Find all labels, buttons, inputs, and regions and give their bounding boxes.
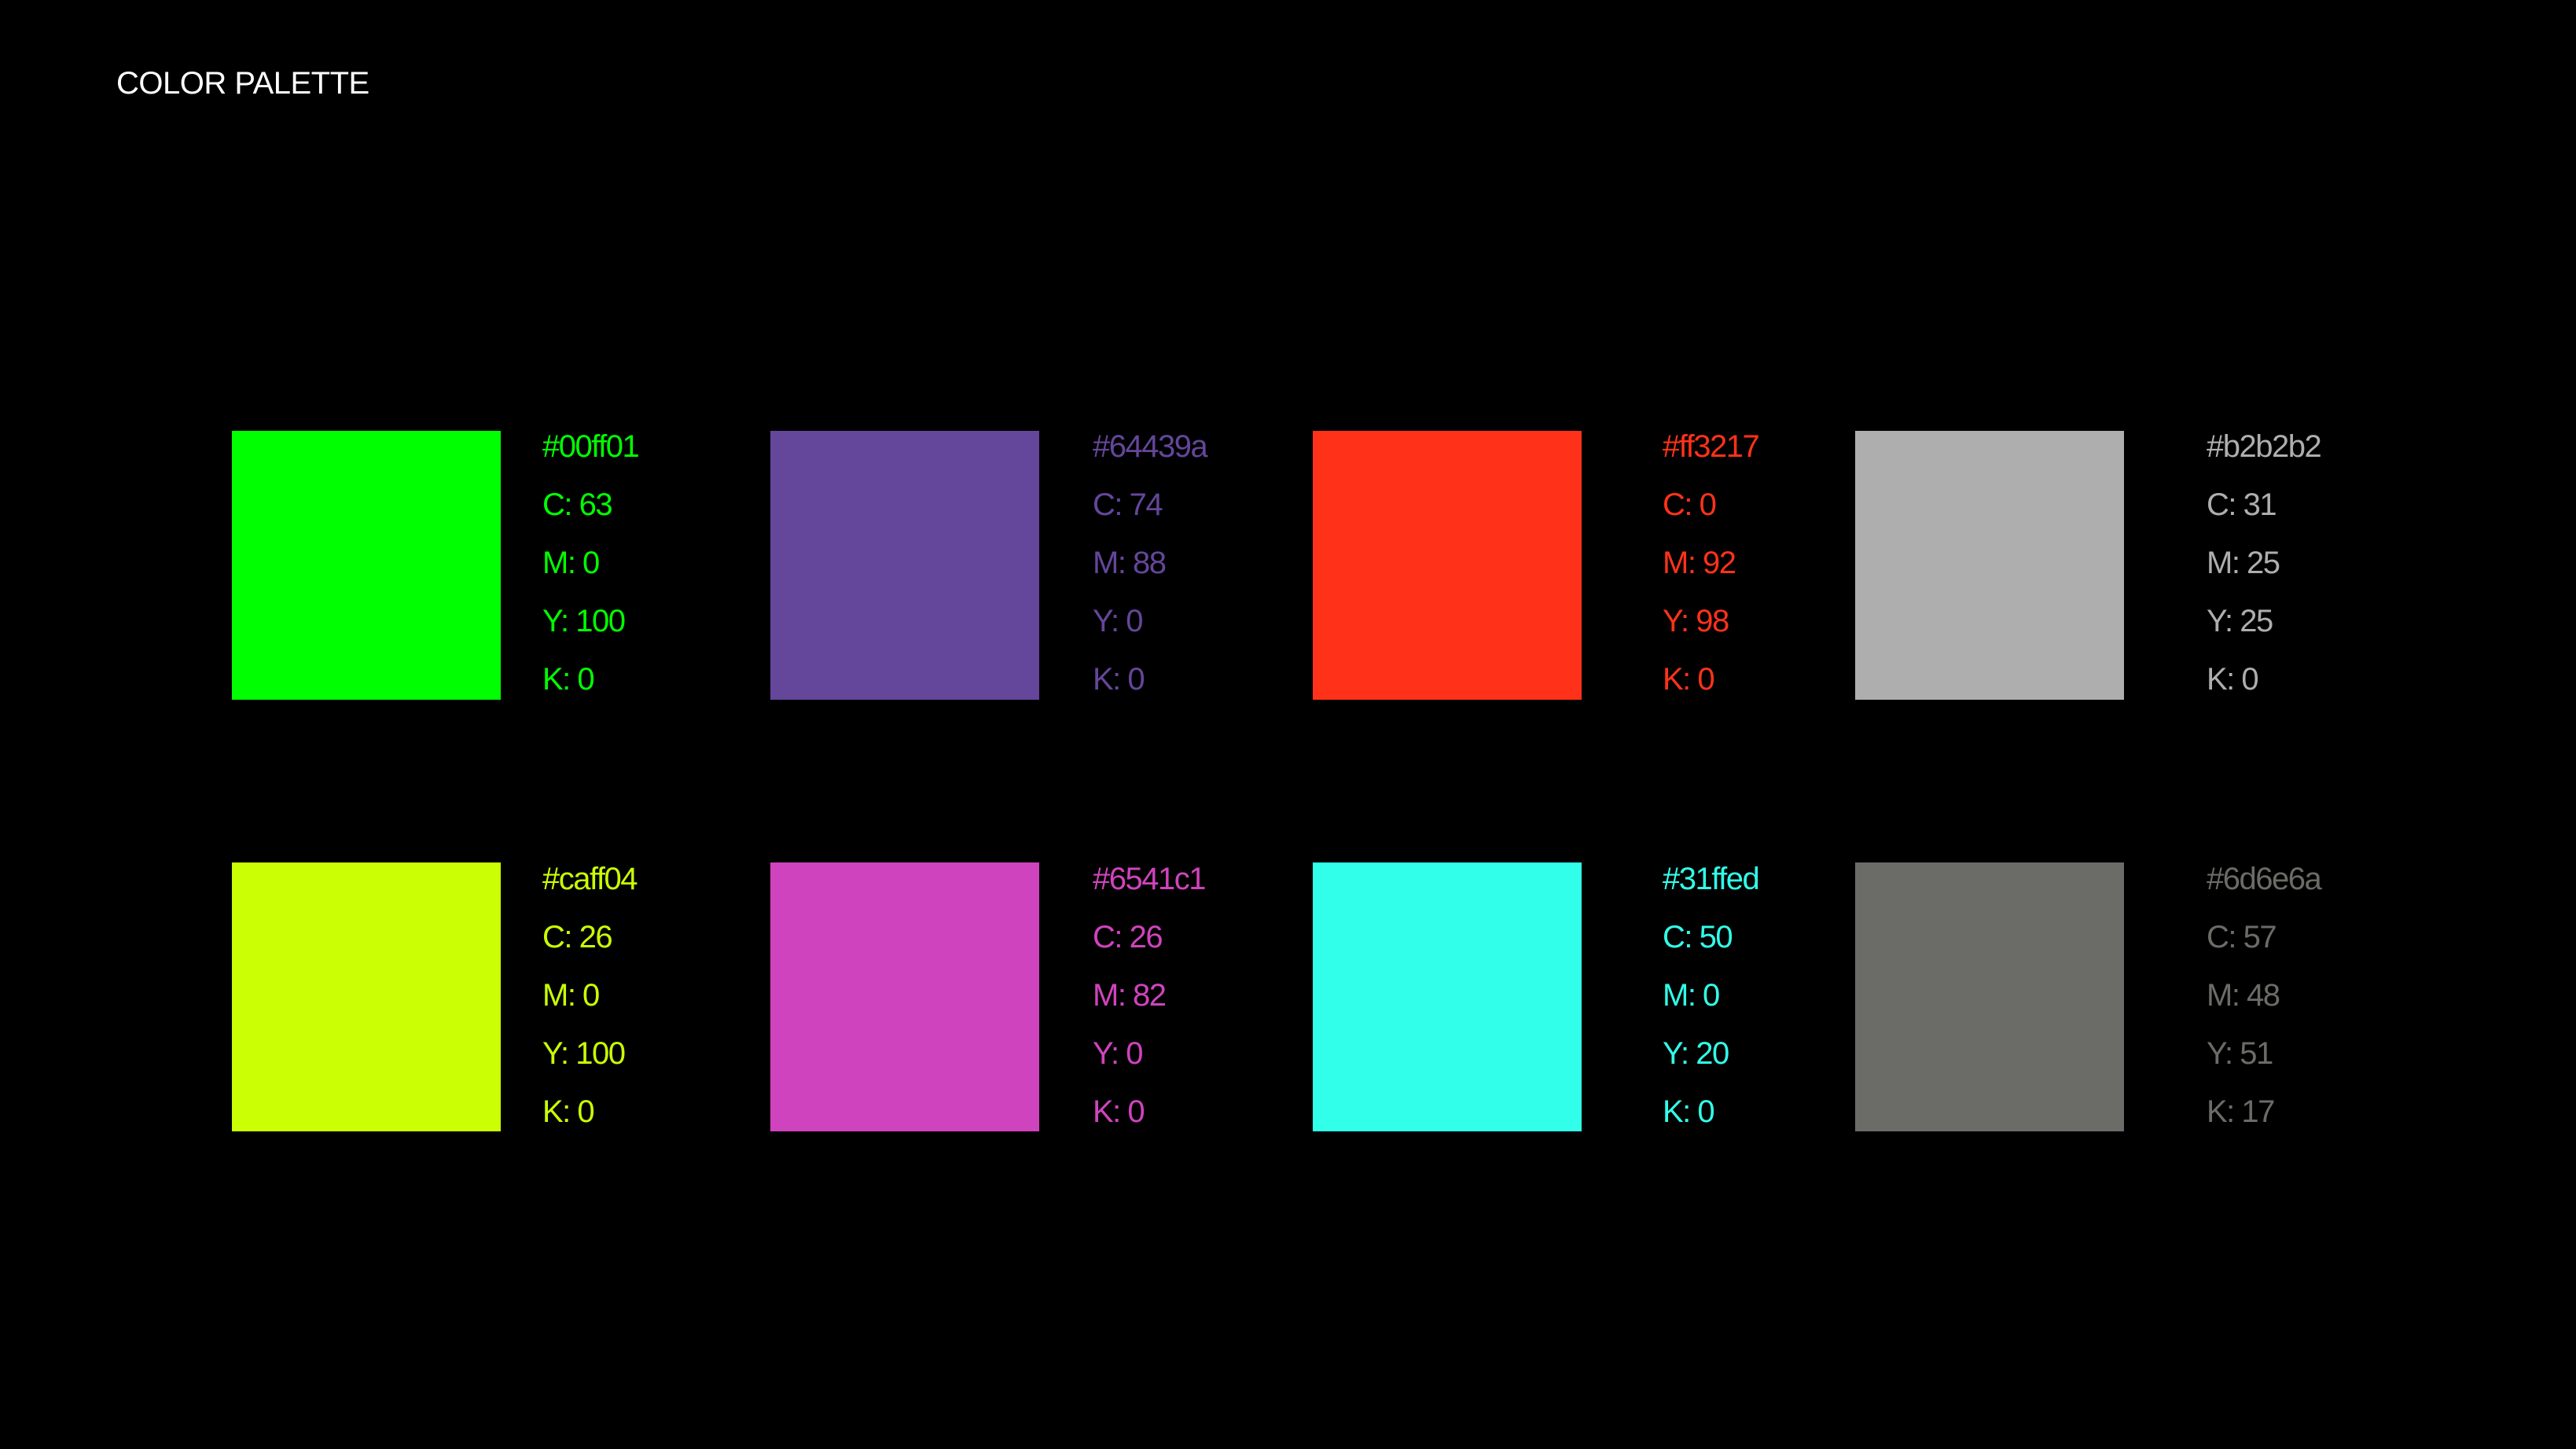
hex-code: #ff3217 (1663, 429, 1760, 464)
color-info: #caff04 C: 26 M: 0 Y: 100 K: 0 (542, 862, 638, 1154)
hex-code: #64439a (1093, 429, 1208, 464)
cmyk-value: K: 0 (2207, 662, 2259, 697)
cmyk-value: K: 0 (542, 662, 595, 697)
cmyk-value: C: 31 (2207, 487, 2277, 522)
cmyk-value: C: 74 (1093, 487, 1163, 522)
cmyk-value: C: 50 (1663, 920, 1733, 954)
color-swatch (232, 862, 501, 1131)
cmyk-value: K: 0 (1663, 662, 1715, 697)
hex-code: #6d6e6a (2207, 862, 2322, 896)
cmyk-value: Y: 100 (542, 604, 626, 638)
cmyk-value: K: 17 (2207, 1094, 2275, 1129)
color-info: #31ffed C: 50 M: 0 Y: 20 K: 0 (1663, 862, 1760, 1154)
color-swatch (770, 862, 1039, 1131)
cmyk-value: C: 0 (1663, 487, 1717, 522)
cmyk-value: Y: 51 (2207, 1036, 2273, 1071)
color-swatch (1313, 862, 1582, 1131)
cmyk-value: M: 0 (1663, 978, 1720, 1013)
hex-code: #31ffed (1663, 862, 1760, 896)
color-info: #00ff01 C: 63 M: 0 Y: 100 K: 0 (542, 429, 640, 722)
color-swatch (232, 431, 501, 700)
color-swatch (1855, 431, 2124, 700)
color-info: #b2b2b2 C: 31 M: 25 Y: 25 K: 0 (2207, 429, 2322, 722)
color-info: #6d6e6a C: 57 M: 48 Y: 51 K: 17 (2207, 862, 2322, 1154)
hex-code: #00ff01 (542, 429, 640, 464)
cmyk-value: C: 63 (542, 487, 613, 522)
color-swatch (770, 431, 1039, 700)
cmyk-value: M: 92 (1663, 546, 1736, 580)
cmyk-value: M: 88 (1093, 546, 1167, 580)
cmyk-value: K: 0 (1093, 662, 1145, 697)
cmyk-value: M: 25 (2207, 546, 2280, 580)
hex-code: #b2b2b2 (2207, 429, 2322, 464)
cmyk-value: C: 26 (1093, 920, 1163, 954)
cmyk-value: Y: 98 (1663, 604, 1729, 638)
cmyk-value: M: 82 (1093, 978, 1167, 1013)
cmyk-value: M: 48 (2207, 978, 2280, 1013)
cmyk-value: C: 26 (542, 920, 613, 954)
cmyk-value: M: 0 (542, 546, 600, 580)
color-swatch (1313, 431, 1582, 700)
cmyk-value: K: 0 (1663, 1094, 1715, 1129)
page-title: COLOR PALETTE (116, 66, 369, 101)
color-swatch (1855, 862, 2124, 1131)
hex-code: #6541c1 (1093, 862, 1206, 896)
cmyk-value: Y: 0 (1093, 604, 1143, 638)
color-info: #64439a C: 74 M: 88 Y: 0 K: 0 (1093, 429, 1208, 722)
cmyk-value: K: 0 (1093, 1094, 1145, 1129)
cmyk-value: Y: 25 (2207, 604, 2273, 638)
cmyk-value: Y: 100 (542, 1036, 626, 1071)
cmyk-value: C: 57 (2207, 920, 2277, 954)
cmyk-value: Y: 20 (1663, 1036, 1729, 1071)
cmyk-value: Y: 0 (1093, 1036, 1143, 1071)
cmyk-value: K: 0 (542, 1094, 595, 1129)
color-info: #ff3217 C: 0 M: 92 Y: 98 K: 0 (1663, 429, 1760, 722)
color-info: #6541c1 C: 26 M: 82 Y: 0 K: 0 (1093, 862, 1206, 1154)
hex-code: #caff04 (542, 862, 638, 896)
cmyk-value: M: 0 (542, 978, 600, 1013)
